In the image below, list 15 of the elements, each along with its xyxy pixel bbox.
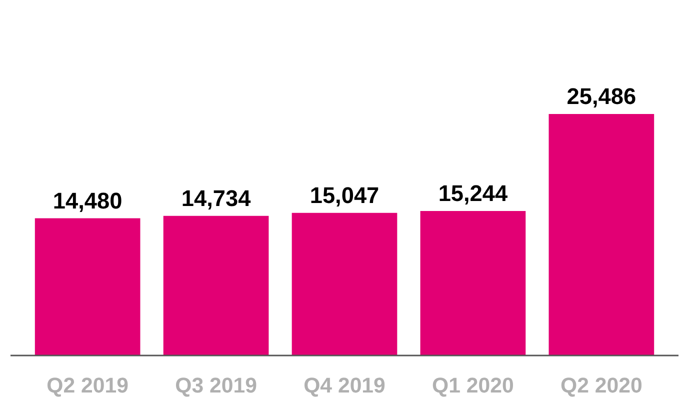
x-tick-label: Q1 2020 — [432, 374, 514, 398]
data-label: 15,047 — [310, 182, 380, 208]
bar — [292, 212, 398, 356]
bar — [548, 114, 654, 356]
bar — [34, 218, 140, 356]
x-tick-label: Q4 2019 — [304, 374, 386, 398]
data-label: 14,480 — [52, 187, 122, 214]
data-label: 14,734 — [181, 184, 252, 211]
bar — [420, 211, 526, 356]
x-tick-label: Q2 2019 — [46, 374, 129, 398]
x-tick-label: Q2 2020 — [560, 374, 642, 398]
bar — [163, 216, 269, 356]
data-label: 25,486 — [566, 83, 636, 110]
x-tick-label: Q3 2019 — [175, 374, 258, 398]
data-label: 15,244 — [438, 180, 508, 206]
